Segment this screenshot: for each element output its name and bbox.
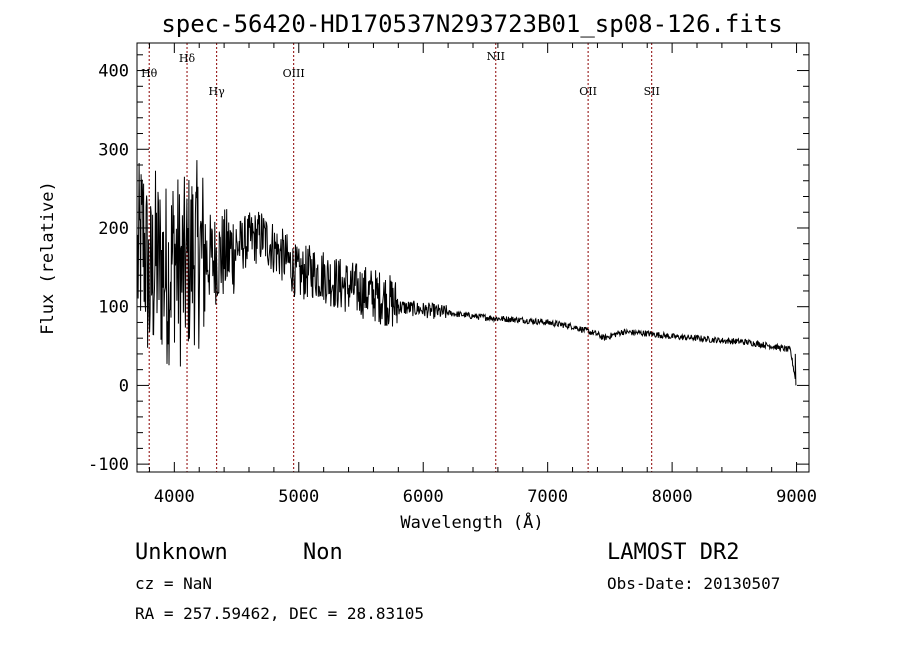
x-axis-ticks: 4000 5000 6000 7000 8000 9000 <box>148 43 817 507</box>
y-tick-label: 0 <box>119 376 129 396</box>
y-tick-label: 400 <box>98 62 129 82</box>
x-tick-label: 8000 <box>652 487 693 507</box>
emission-line-labels: Hθ Hδ Hγ OIII NII OII SII <box>141 50 660 98</box>
emission-line-label: Hδ <box>179 52 196 65</box>
x-axis-label: Wavelength (Å) <box>400 511 543 533</box>
emission-line-label: NII <box>487 50 505 63</box>
observation-date: Obs-Date: 20130507 <box>607 574 780 593</box>
coordinates: RA = 257.59462, DEC = 28.83105 <box>135 604 424 623</box>
emission-line-label: OIII <box>283 67 305 80</box>
x-tick-label: 7000 <box>527 487 568 507</box>
x-tick-label: 9000 <box>776 487 817 507</box>
redshift-value: cz = NaN <box>135 574 212 593</box>
object-type: Non <box>303 540 343 565</box>
y-tick-label: 300 <box>98 140 129 160</box>
y-tick-label: 100 <box>98 298 129 318</box>
plot-frame <box>136 42 810 473</box>
emission-line-markers <box>148 43 653 472</box>
spectrum-series <box>137 160 797 386</box>
spectrum-line <box>137 160 797 386</box>
y-tick-label: 200 <box>98 219 129 239</box>
y-tick-label: -100 <box>88 455 129 475</box>
x-tick-label: 6000 <box>403 487 444 507</box>
y-axis-label: Flux (relative) <box>38 181 58 335</box>
emission-line-label: OII <box>579 85 597 98</box>
survey-name: LAMOST DR2 <box>607 540 739 565</box>
emission-line-label: Hθ <box>141 67 158 80</box>
x-tick-label: 4000 <box>154 487 195 507</box>
chart-title: spec-56420-HD170537N293723B01_sp08-126.f… <box>161 10 782 38</box>
y-axis-ticks: -100 0 100 200 300 400 <box>88 54 809 475</box>
x-tick-label: 5000 <box>278 487 319 507</box>
emission-line-label: Hγ <box>209 85 226 98</box>
emission-line-label: SII <box>644 85 660 98</box>
object-name: Unknown <box>135 540 228 565</box>
